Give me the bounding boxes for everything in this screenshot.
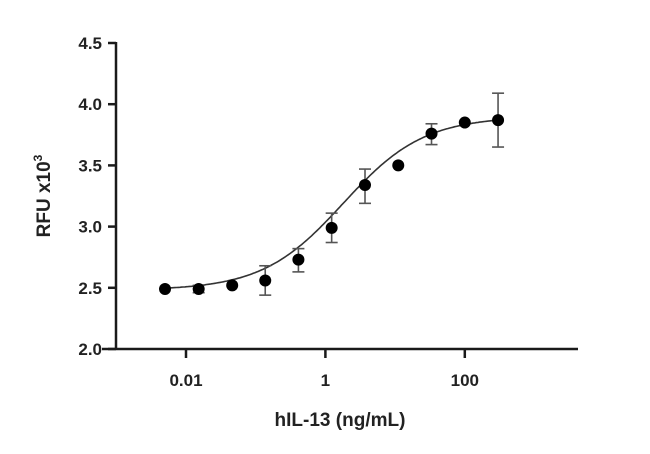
x-axis-title: hIL-13 (ng/mL): [275, 410, 406, 431]
y-tick-label: 2.0: [78, 340, 102, 359]
data-point: [259, 274, 272, 287]
y-tick-label: 3.5: [78, 156, 102, 175]
y-axis-title: RFU x103: [31, 154, 55, 237]
sigmoid-fit-line: [164, 119, 499, 289]
axes: 2.0 2.5 3.0 3.5 4.0 4.5 0.01 1 100: [78, 34, 578, 390]
data-point: [392, 159, 405, 172]
data-point: [359, 178, 372, 191]
data-point: [159, 283, 172, 296]
y-axis-ticks: 2.0 2.5 3.0 3.5 4.0 4.5: [78, 34, 116, 359]
y-tick-label: 3.0: [78, 218, 102, 237]
y-tick-label: 4.0: [78, 95, 102, 114]
x-tick-label: 100: [451, 371, 479, 390]
data-point: [292, 253, 305, 266]
data-point: [425, 127, 438, 140]
error-bars: [192, 92, 505, 296]
y-tick-label: 4.5: [78, 34, 102, 53]
x-axis-ticks: 0.01 1 100: [169, 349, 479, 390]
data-point: [458, 116, 471, 129]
y-tick-label: 2.5: [78, 279, 102, 298]
y-axis-title-superscript: 3: [31, 154, 45, 161]
data-points: [159, 114, 505, 296]
x-tick-label: 0.01: [169, 371, 202, 390]
fit-curve: [164, 119, 499, 289]
data-point: [492, 114, 505, 127]
y-axis-title-text: RFU x10: [34, 161, 55, 237]
data-point: [192, 283, 205, 296]
data-point: [325, 221, 338, 234]
x-tick-label: 1: [321, 371, 330, 390]
data-point: [226, 279, 239, 292]
